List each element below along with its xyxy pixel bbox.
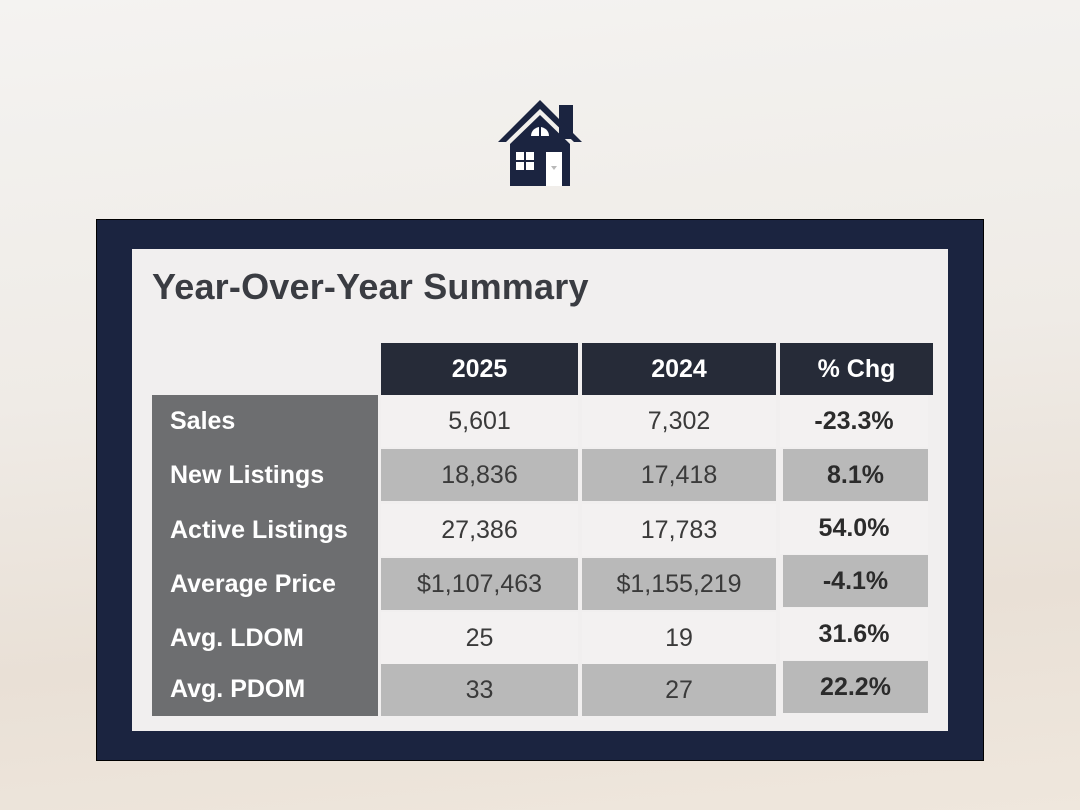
cell-active-listings-chg: 54.0% xyxy=(780,502,928,554)
row-label-avg-ldom: Avg. LDOM xyxy=(170,623,304,652)
cell-average-price-chg: -4.1% xyxy=(783,555,928,607)
page-title: Year-Over-Year Summary xyxy=(152,266,589,307)
row-label-column xyxy=(152,395,378,716)
cell-sales-2024: 7,302 xyxy=(582,395,776,447)
cell-avg-pdom-2024: 27 xyxy=(582,664,776,716)
column-header-2025: 2025 xyxy=(381,343,578,395)
cell-avg-ldom-2024: 19 xyxy=(582,612,776,664)
cell-average-price-2024: $1,155,219 xyxy=(582,558,776,610)
row-label-new-listings: New Listings xyxy=(170,460,325,489)
cell-new-listings-2024: 17,418 xyxy=(582,449,776,501)
cell-sales-chg: -23.3% xyxy=(780,395,928,447)
column-header-2024: 2024 xyxy=(582,343,776,395)
house-icon xyxy=(498,100,582,186)
row-label-active-listings: Active Listings xyxy=(170,515,348,544)
cell-avg-ldom-chg: 31.6% xyxy=(780,608,928,660)
cell-sales-2025: 5,601 xyxy=(381,395,578,447)
row-label-sales: Sales xyxy=(170,406,236,435)
column-header-pct-change: % Chg xyxy=(780,343,933,395)
cell-active-listings-2024: 17,783 xyxy=(582,504,776,556)
cell-avg-pdom-2025: 33 xyxy=(381,664,578,716)
cell-new-listings-2025: 18,836 xyxy=(381,449,578,501)
cell-avg-pdom-chg: 22.2% xyxy=(783,661,928,713)
row-label-avg-pdom: Avg. PDOM xyxy=(170,674,306,703)
cell-active-listings-2025: 27,386 xyxy=(381,504,578,556)
row-label-average-price: Average Price xyxy=(170,569,336,598)
cell-new-listings-chg: 8.1% xyxy=(783,449,928,501)
cell-avg-ldom-2025: 25 xyxy=(381,612,578,664)
cell-average-price-2025: $1,107,463 xyxy=(381,558,578,610)
